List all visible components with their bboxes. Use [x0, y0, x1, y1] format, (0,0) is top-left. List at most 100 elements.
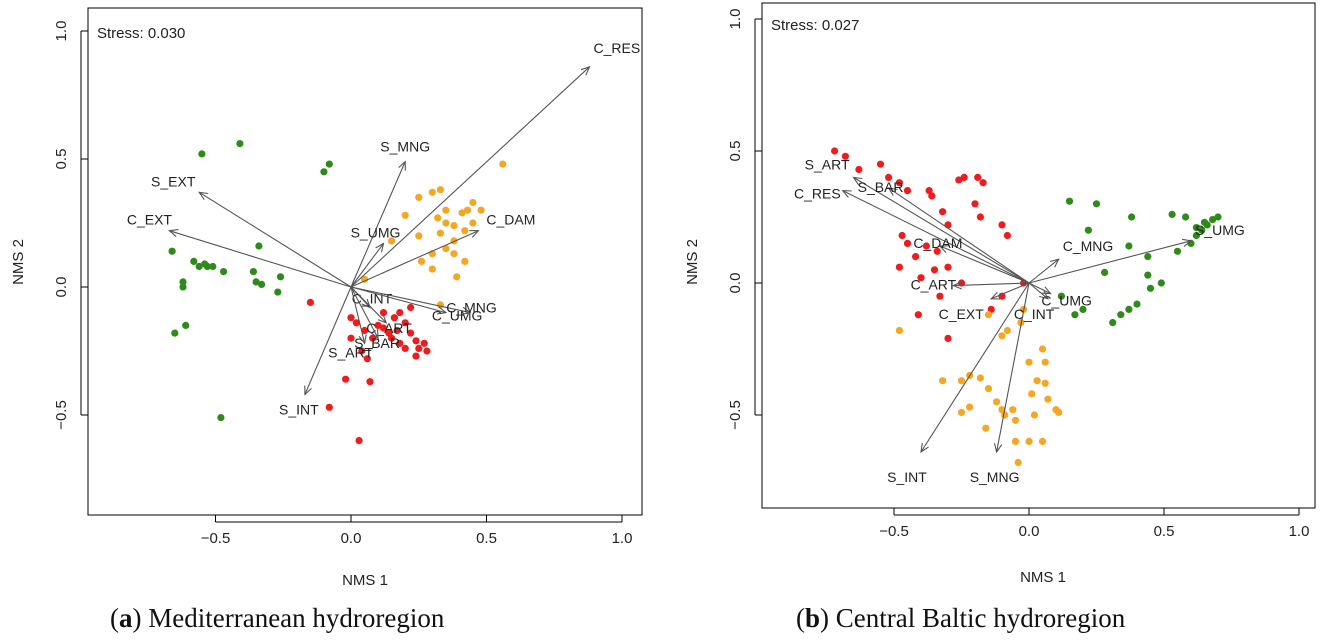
- panel-b-vector-label: C_UMG: [1041, 293, 1092, 309]
- panel-a-point: [179, 283, 187, 291]
- panel-b-point: [1157, 279, 1165, 287]
- panel-b-vector-line: [1028, 240, 1192, 284]
- panel-a-vector-line: [350, 286, 387, 324]
- panel-a-x-axis: −0.5 0.0 0.5 1.0: [201, 515, 632, 547]
- panel-b-point: [1173, 247, 1182, 255]
- panel-a-point: [415, 193, 423, 201]
- panel-b-x-tick-label: 1.0: [1289, 523, 1310, 540]
- panel-b-point: [976, 374, 985, 382]
- panel-b-point: [982, 424, 990, 432]
- panel-b: S_ART S_BAR C_RES C_DAM C_MNG S_UMG C_ART C_EXT…: [684, 2, 1316, 586]
- panel-b-vector-line: [996, 282, 1030, 453]
- panel-b-vector-label: C_EXT: [939, 306, 985, 322]
- panel-a-point: [434, 214, 442, 222]
- panel-b-point: [1214, 213, 1222, 221]
- panel-a-vector-label: C_DAM: [486, 212, 535, 228]
- panel-a: C_RES S_MNG S_EXT C_EXT C_DAM S_UMG C_INT C_UMG…: [10, 7, 643, 589]
- panel-a-point: [320, 168, 328, 176]
- panel-a-point: [190, 257, 198, 265]
- panel-b-point: [944, 334, 952, 342]
- panel-b-stress-label: Stress: 0.027: [771, 17, 859, 34]
- panel-b-point: [917, 274, 925, 282]
- panel-a-point: [396, 309, 404, 317]
- panel-b-point: [939, 208, 947, 216]
- panel-a-vector-line: [350, 286, 471, 314]
- panel-b-point: [1009, 406, 1017, 414]
- panel-b-point: [957, 408, 966, 416]
- panel-b-point: [876, 160, 885, 168]
- panel-b-point: [993, 398, 1001, 406]
- panel-b-point: [998, 292, 1006, 300]
- panel-b-vector-arrowhead: [1049, 258, 1060, 268]
- panel-a-vector-line: [169, 230, 352, 288]
- panel-b-vector-line: [953, 282, 1030, 287]
- panel-a-point: [407, 303, 415, 312]
- panel-a-point: [209, 262, 217, 271]
- panel-b-point: [979, 179, 987, 187]
- panel-a-point: [461, 257, 469, 265]
- panel-b-y-tick-label: 1.0: [727, 9, 744, 30]
- panel-a-y-tick-label: −0.5: [53, 400, 70, 430]
- panel-a-x-tick-label: 0.5: [476, 530, 497, 547]
- panel-a-point: [477, 206, 485, 214]
- panel-a-vector-line: [304, 286, 352, 395]
- panel-a-point: [415, 344, 423, 352]
- panel-a-point: [358, 347, 366, 355]
- panel-a-point: [450, 250, 458, 258]
- panel-b-vector-label: C_INT: [1014, 306, 1055, 322]
- panel-b-point: [1192, 231, 1200, 240]
- panel-b-x-tick-label: 0.0: [1019, 523, 1040, 540]
- panel-b-point: [974, 173, 982, 181]
- panel-b-point: [1192, 224, 1200, 232]
- panel-b-vector-arrowhead: [1041, 286, 1052, 295]
- panel-a-point: [388, 237, 396, 245]
- panel-a-point: [276, 273, 285, 281]
- panel-a-point: [396, 339, 404, 347]
- panel-b-point: [922, 242, 931, 250]
- panel-b-vector-arrowhead: [841, 189, 852, 198]
- panel-a-y-tick-label: 0.0: [53, 277, 70, 298]
- panel-a-vector-arrowhead: [461, 306, 472, 316]
- panel-b-point: [895, 263, 904, 271]
- panel-a-point: [450, 222, 458, 230]
- panel-b-vector-arrowhead: [993, 443, 1003, 454]
- panel-a-vector-arrowhead: [304, 385, 312, 396]
- panel-b-point: [1146, 284, 1155, 292]
- panel-a-vector-arrowhead: [375, 242, 385, 253]
- panel-b-vector-arrowhead: [1039, 290, 1049, 300]
- panel-a-vector-label: S_UMG: [351, 225, 401, 241]
- panel-a-point: [442, 219, 450, 227]
- panel-b-point: [944, 263, 952, 271]
- panel-b-point: [960, 173, 968, 181]
- panel-b-point: [895, 326, 904, 335]
- panel-a-point: [366, 378, 374, 386]
- panel-b-point: [971, 200, 979, 208]
- panel-b-plot-frame: [761, 2, 1316, 509]
- panel-b-point: [1041, 379, 1049, 387]
- panel-b-point: [855, 165, 863, 174]
- panel-a-caption-letter: a: [119, 603, 133, 633]
- panel-a-vector-line: [350, 286, 447, 314]
- panel-b-point: [1030, 411, 1038, 419]
- panel-a-point: [469, 198, 477, 207]
- panel-a-vector-arrowhead: [370, 329, 379, 340]
- panel-a-vector-label: S_EXT: [151, 173, 196, 189]
- panel-a-point: [401, 319, 409, 327]
- panel-a-vector-arrowhead: [398, 160, 406, 171]
- panel-a-point: [463, 206, 472, 214]
- panel-a-vector-arrowhead: [358, 334, 367, 345]
- panel-b-x-tick-label: 0.5: [1154, 523, 1175, 540]
- panel-b-vector-label: S_UMG: [1195, 222, 1245, 238]
- panel-b-point: [1055, 408, 1063, 416]
- panel-b-point: [1011, 416, 1020, 424]
- panel-a-point: [417, 257, 426, 265]
- panel-a-vector-label: S_ART: [328, 344, 373, 360]
- panel-a-point: [355, 437, 363, 445]
- panel-b-point: [1003, 231, 1012, 240]
- panel-b-vector-arrowhead: [952, 281, 962, 290]
- panel-b-point: [895, 179, 904, 187]
- panel-a-vector-arrowhead: [469, 230, 480, 238]
- panel-b-vector-label: S_MNG: [970, 469, 1020, 485]
- panel-a-point: [306, 298, 314, 306]
- panel-a-point: [401, 211, 409, 219]
